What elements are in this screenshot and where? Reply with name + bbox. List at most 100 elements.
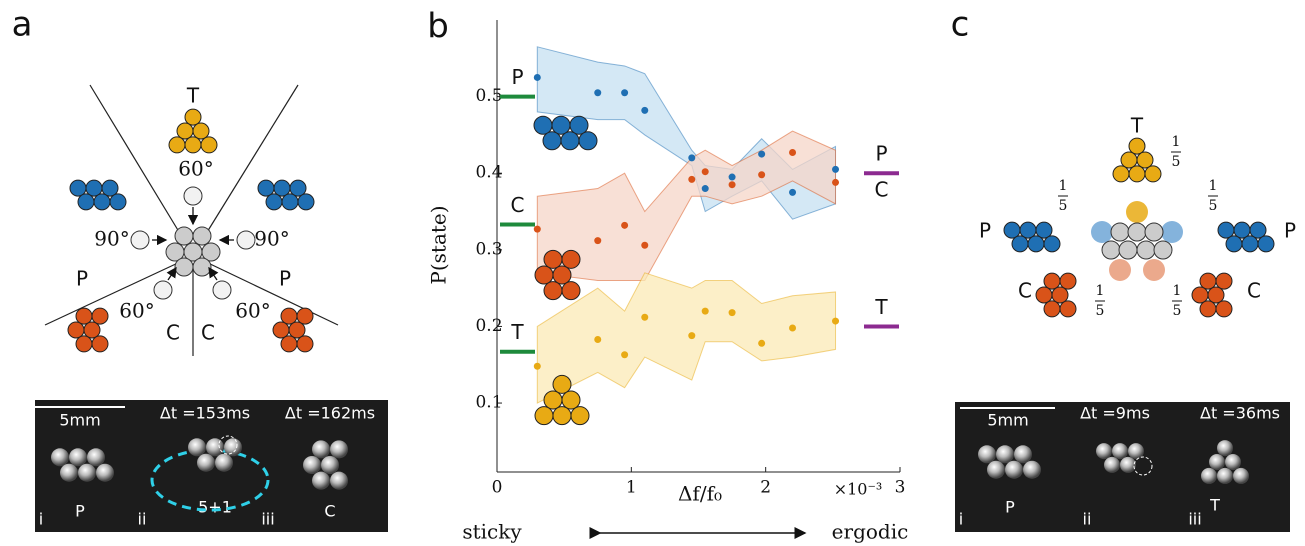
particle: [534, 406, 554, 426]
particle: [67, 321, 85, 339]
state-label: 5+1: [198, 498, 232, 517]
particle: [1035, 286, 1053, 304]
particle: [257, 179, 275, 197]
bead: [996, 445, 1014, 464]
y-tick-label: 0.3: [475, 239, 502, 259]
state-label: P: [1284, 219, 1296, 243]
particle: [296, 335, 314, 353]
y-tick-label: 0.2: [475, 316, 502, 336]
angle-label: 90°: [254, 227, 289, 251]
particle: [109, 193, 127, 211]
bead: [60, 463, 78, 482]
confidence-band: [536, 130, 837, 281]
bead: [197, 453, 215, 472]
data-point: [621, 221, 629, 229]
incoming-particle: [183, 186, 203, 206]
bead: [1104, 456, 1120, 473]
bead: [1209, 454, 1225, 470]
particle: [288, 321, 306, 339]
y-tick-label: 0.5: [475, 86, 502, 106]
sector-line: [89, 84, 191, 251]
data-point: [758, 339, 766, 347]
panel-a: a T 60° 90° 90° P P 60° C C 60° 5mm Δt =…: [12, 5, 388, 532]
particle: [69, 179, 87, 197]
bead: [1201, 467, 1217, 484]
particle: [192, 226, 212, 246]
reference-label: P: [511, 65, 523, 89]
state-label: C: [1018, 279, 1032, 303]
ghost-particle: [1126, 201, 1148, 223]
x-tick-label: 2: [760, 478, 771, 498]
ghost-particle: [1161, 221, 1183, 243]
time-label: Δt =153ms: [160, 404, 250, 423]
particle: [569, 115, 589, 135]
particle: [561, 281, 581, 301]
particle: [1043, 235, 1061, 253]
time-label: Δt =162ms: [285, 404, 375, 423]
particle: [1257, 235, 1275, 253]
state-label: T: [186, 84, 200, 108]
data-point: [701, 307, 709, 315]
incoming-particle: [130, 230, 150, 250]
bead: [188, 438, 206, 457]
x-multiplier: ×10⁻³: [834, 480, 883, 499]
panel-c: c T P P C C 5mm Δt =9ms Δt =36ms i ii ii…: [951, 5, 1296, 532]
data-point: [832, 178, 840, 186]
data-point: [594, 335, 602, 343]
bead: [96, 463, 114, 482]
bead: [1112, 443, 1128, 460]
fraction-num: 1: [1059, 178, 1068, 194]
particle: [280, 307, 298, 325]
particle: [1217, 221, 1235, 239]
state-label: C: [1247, 279, 1261, 303]
bead: [1128, 443, 1144, 460]
data-point: [789, 149, 797, 157]
particle: [1136, 240, 1156, 260]
particle: [1144, 222, 1164, 242]
angle-label: 60°: [178, 157, 213, 181]
particle: [1241, 235, 1259, 253]
x-tick-label: 1: [626, 478, 637, 498]
particle: [1127, 222, 1147, 242]
data-point: [688, 332, 696, 340]
particle: [543, 249, 563, 269]
data-point: [641, 241, 649, 249]
arrow: [166, 266, 177, 281]
frame-label: ii: [1083, 510, 1092, 529]
reference-label: T: [510, 320, 524, 344]
particle: [176, 122, 194, 140]
frame-label: ii: [138, 510, 147, 529]
bead: [303, 456, 321, 474]
particle: [184, 108, 202, 126]
particle: [551, 115, 571, 135]
frame-label: iii: [261, 510, 274, 529]
particle: [552, 406, 572, 426]
particle: [543, 281, 563, 301]
particle: [174, 226, 194, 246]
particle: [1003, 221, 1021, 239]
frame-label: i: [959, 510, 963, 529]
data-point: [594, 237, 602, 245]
bead: [978, 445, 996, 464]
fraction-num: 1: [1209, 178, 1218, 194]
particle: [200, 136, 218, 154]
data-point: [758, 171, 766, 179]
particle: [77, 193, 95, 211]
x-axis-label: Δf/f₀: [678, 482, 722, 506]
particle: [533, 115, 553, 135]
particle: [1043, 300, 1061, 318]
fraction-den: 5: [1209, 198, 1218, 214]
particle: [201, 242, 221, 262]
particle: [1120, 151, 1138, 169]
data-point: [701, 168, 709, 176]
panel-label: c: [951, 5, 970, 45]
data-point: [688, 154, 696, 162]
sector-line: [195, 84, 299, 251]
particle: [1059, 300, 1077, 318]
particle: [1112, 165, 1130, 183]
ghost-particle: [1091, 221, 1113, 243]
annotation: ergodic: [832, 520, 909, 544]
data-point: [533, 225, 541, 233]
bead: [224, 438, 242, 457]
data-point: [594, 89, 602, 97]
